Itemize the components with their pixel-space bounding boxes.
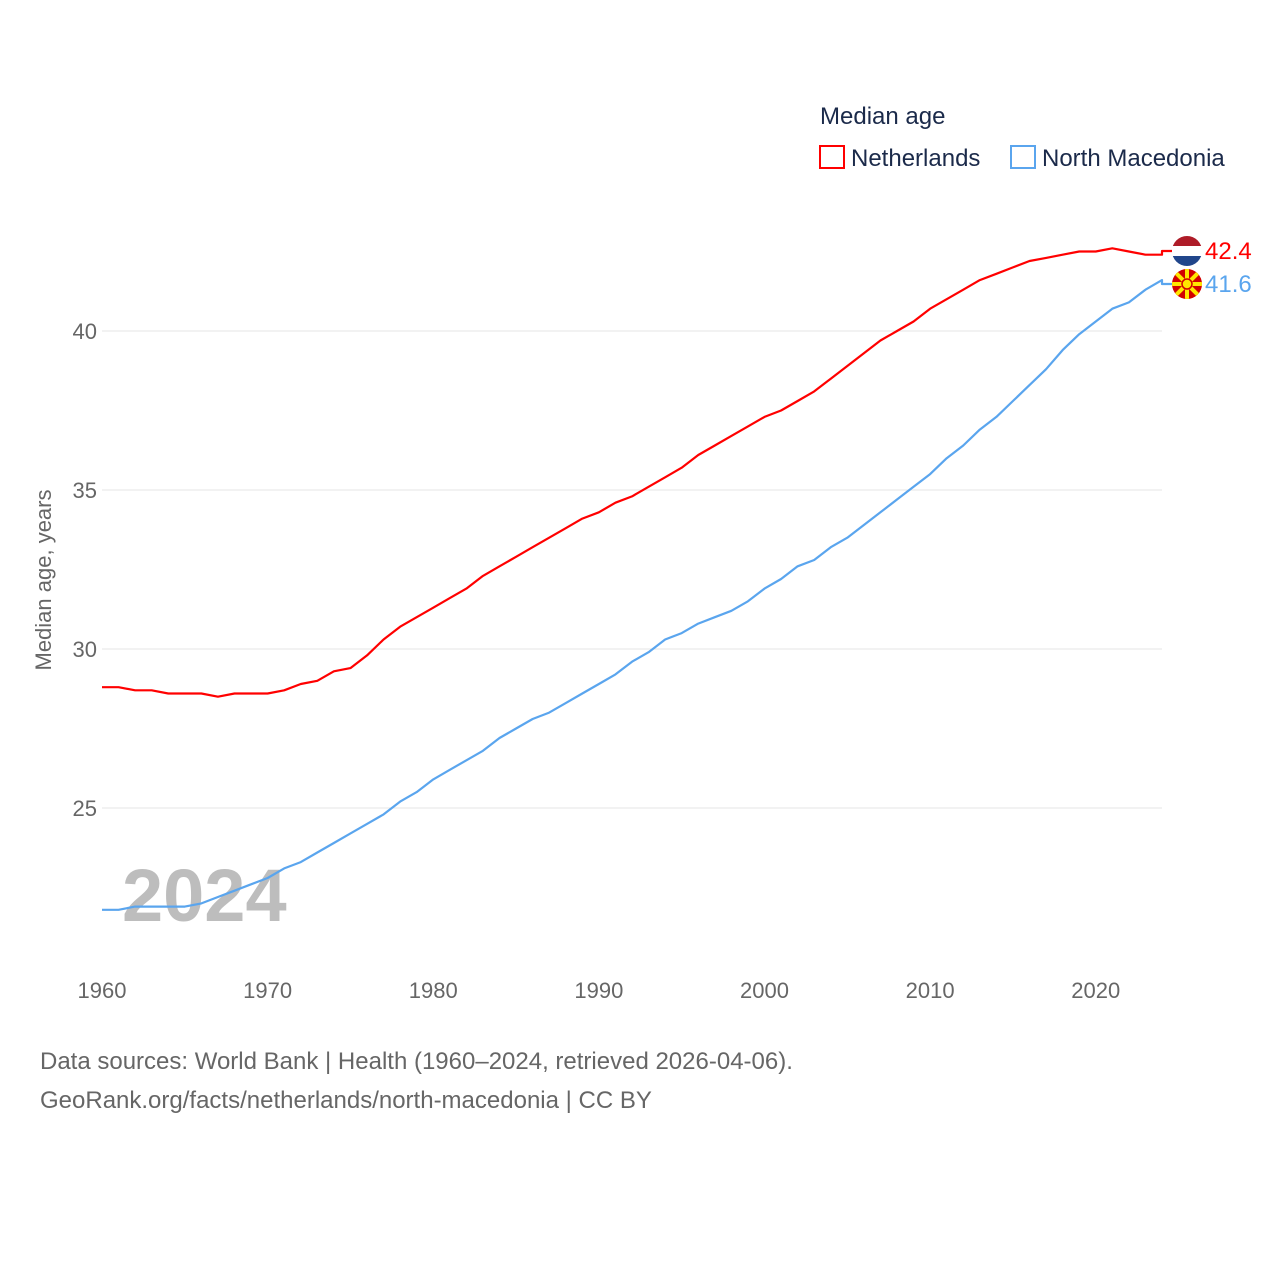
year-overlay: 2024 (122, 854, 287, 937)
series-end-labels: 42.4 41.6 (1172, 236, 1252, 299)
y-tick-label: 30 (73, 637, 97, 662)
grid-lines (102, 330, 1162, 809)
x-tick-label: 1990 (574, 978, 623, 1003)
north-macedonia-end-value: 41.6 (1205, 271, 1252, 298)
x-tick-label: 2020 (1071, 978, 1120, 1003)
series-lines (102, 247, 1172, 911)
legend-swatch-netherlands (819, 145, 845, 169)
x-tick-label: 2010 (906, 978, 955, 1003)
y-tick-label: 25 (73, 796, 97, 821)
north-macedonia-flag-icon (1172, 269, 1202, 299)
series-line-north-macedonia (102, 279, 1172, 911)
series-line-netherlands (102, 247, 1172, 698)
source-link[interactable]: GeoRank.org/facts/netherlands/north-mace… (40, 1087, 652, 1114)
legend-swatch-north-macedonia (1010, 145, 1036, 169)
x-tick-label: 1970 (243, 978, 292, 1003)
x-axis-ticks: 1960 1970 1980 1990 2000 2010 2020 (78, 978, 1121, 1003)
x-tick-label: 1960 (78, 978, 127, 1003)
legend-title: Median age (820, 103, 945, 130)
legend-label-netherlands[interactable]: Netherlands (851, 145, 980, 172)
y-tick-label: 35 (73, 478, 97, 503)
y-axis-label: Median age, years (31, 490, 56, 671)
netherlands-flag-icon (1172, 236, 1202, 266)
y-tick-label: 40 (73, 319, 97, 344)
y-axis-ticks: 25 30 35 40 (73, 319, 97, 821)
legend: Median age Netherlands North Macedonia (819, 103, 1225, 172)
legend-label-north-macedonia[interactable]: North Macedonia (1042, 145, 1225, 172)
x-tick-label: 2000 (740, 978, 789, 1003)
netherlands-end-value: 42.4 (1205, 238, 1252, 265)
x-tick-label: 1980 (409, 978, 458, 1003)
data-source-text: Data sources: World Bank | Health (1960–… (40, 1048, 793, 1075)
